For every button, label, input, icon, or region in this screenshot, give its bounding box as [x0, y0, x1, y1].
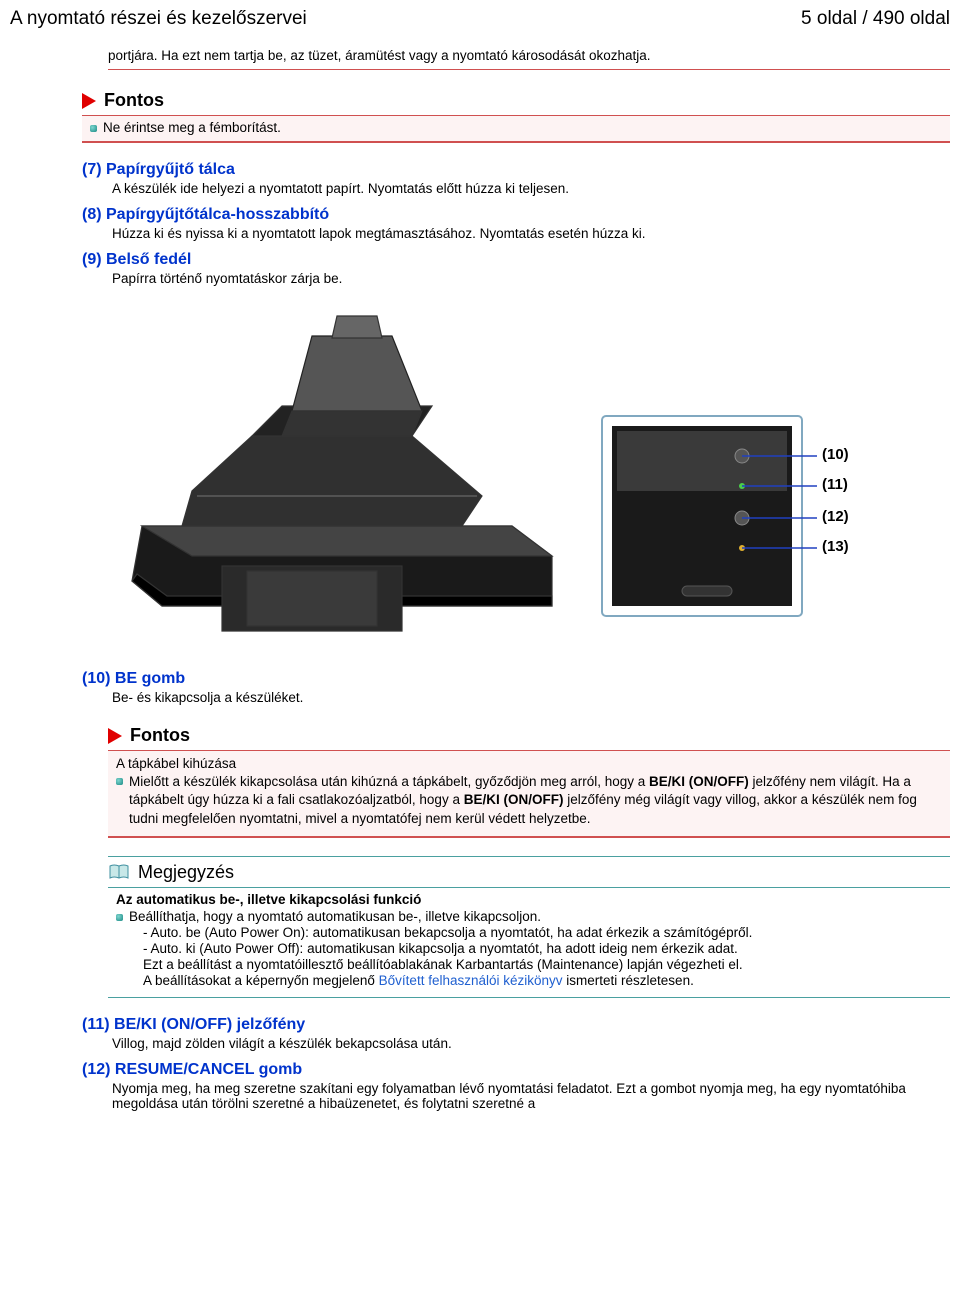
section-7-head: (7) Papírgyűjtő tálca [82, 161, 950, 179]
bullet-icon [116, 914, 123, 921]
note-sub: Az automatikus be-, illetve kikapcsolási… [116, 892, 942, 907]
important-body-text: Mielőtt a készülék kikapcsolása után kih… [129, 773, 942, 828]
important-box-2: Fontos A tápkábel kihúzása Mielőtt a kés… [108, 719, 950, 838]
section-11-desc: Villog, majd zölden világít a készülék b… [112, 1036, 950, 1051]
printer-illustration: (10) (11) (12) (13) [82, 296, 862, 656]
manual-link[interactable]: Bővített felhasználói kézikönyv [379, 973, 563, 988]
page-count: 5 oldal / 490 oldal [801, 8, 950, 30]
callout-12: (12) [822, 508, 849, 525]
section-10-desc: Be- és kikapcsolja a készüléket. [112, 690, 950, 705]
callout-11: (11) [822, 476, 848, 493]
section-10-head: (10) BE gomb [82, 670, 950, 688]
section-11-head: (11) BE/KI (ON/OFF) jelzőfény [82, 1016, 950, 1034]
bullet-icon [90, 125, 97, 132]
note-title: Megjegyzés [138, 862, 234, 883]
section-7-desc: A készülék ide helyezi a nyomtatott papí… [112, 181, 950, 196]
note-book-icon [108, 863, 130, 881]
note-box: Megjegyzés Az automatikus be-, illetve k… [108, 856, 950, 998]
section-9-head: (9) Belső fedél [82, 251, 950, 269]
page-title: A nyomtató részei és kezelőszervei [10, 8, 307, 30]
important-title: Fontos [130, 725, 190, 746]
section-12-desc: Nyomja meg, ha meg szeretne szakítani eg… [112, 1081, 950, 1111]
important-arrow-icon [108, 728, 122, 744]
important-sub: A tápkábel kihúzása [116, 755, 942, 773]
important-box-1: Fontos Ne érintse meg a fémborítást. [82, 84, 950, 143]
callout-13: (13) [822, 538, 849, 555]
note-body-text: Beállíthatja, hogy a nyomtató automatiku… [129, 909, 752, 989]
callout-10: (10) [822, 446, 849, 463]
important-arrow-icon [82, 93, 96, 109]
section-8-head: (8) Papírgyűjtőtálca-hosszabbító [82, 206, 950, 224]
important-title: Fontos [104, 90, 164, 111]
section-8-desc: Húzza ki és nyissa ki a nyomtatott lapok… [112, 226, 950, 241]
section-12-head: (12) RESUME/CANCEL gomb [82, 1061, 950, 1079]
continuation-warning: portjára. Ha ezt nem tartja be, az tüzet… [108, 48, 950, 70]
section-9-desc: Papírra történő nyomtatáskor zárja be. [112, 271, 950, 286]
bullet-icon [116, 778, 123, 785]
important-body-text: Ne érintse meg a fémborítást. [103, 120, 281, 135]
